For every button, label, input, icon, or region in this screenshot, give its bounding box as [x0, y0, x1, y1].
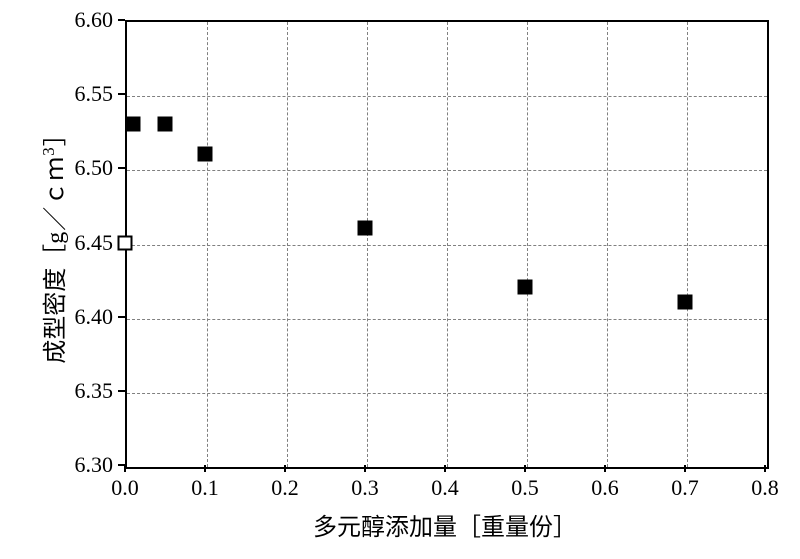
data-point-open [118, 235, 133, 250]
x-tick [284, 465, 286, 472]
grid-line-horizontal [127, 393, 767, 394]
data-point-filled [198, 146, 213, 161]
data-point-filled [158, 116, 173, 131]
x-tick-label: 0.6 [591, 475, 619, 501]
y-axis-unit-cm: ｃｍ [43, 155, 69, 205]
data-point-filled [678, 294, 693, 309]
x-tick-label: 0.1 [191, 475, 219, 501]
y-axis-unit-exp: 3 [39, 146, 58, 155]
y-tick [118, 167, 125, 169]
y-axis-unit-close: ］ [43, 122, 69, 146]
grid-line-horizontal [127, 170, 767, 171]
y-tick [118, 390, 125, 392]
grid-line-horizontal [127, 319, 767, 320]
x-tick [604, 465, 606, 472]
x-tick-label: 0.2 [271, 475, 299, 501]
y-axis-unit-g: g [43, 230, 69, 243]
y-tick-label: 6.35 [75, 378, 114, 404]
y-tick-label: 6.40 [75, 304, 114, 330]
y-axis-unit-open: ［ [43, 243, 69, 267]
x-tick-label: 0.7 [671, 475, 699, 501]
y-axis-label-main: 成型密度 [43, 267, 69, 363]
y-axis-unit-slash: ／ [43, 205, 69, 230]
plot-area [125, 20, 769, 469]
x-tick [444, 465, 446, 472]
x-tick-label: 0.0 [111, 475, 139, 501]
x-tick [124, 465, 126, 472]
y-axis-label: 成型密度［g／ｃｍ3］ [35, 122, 70, 363]
x-tick-label: 0.4 [431, 475, 459, 501]
x-tick [764, 465, 766, 472]
y-tick-label: 6.55 [75, 81, 114, 107]
data-point-filled [358, 220, 373, 235]
y-tick [118, 464, 125, 466]
y-tick [118, 93, 125, 95]
x-tick-label: 0.5 [511, 475, 539, 501]
y-tick-label: 6.50 [75, 155, 114, 181]
y-tick-label: 6.30 [75, 452, 114, 478]
data-point-filled [518, 280, 533, 295]
x-tick [684, 465, 686, 472]
grid-line-horizontal [127, 96, 767, 97]
y-tick [118, 19, 125, 21]
x-tick [204, 465, 206, 472]
x-axis-label: 多元醇添加量［重量份］ [313, 507, 577, 542]
x-tick [524, 465, 526, 472]
scatter-chart: 成型密度［g／ｃｍ3］ 多元醇添加量［重量份］ 0.0 0.1 0.2 0.3 0.4 0… [0, 0, 800, 559]
grid-line-horizontal [127, 245, 767, 246]
x-tick-label: 0.8 [751, 475, 779, 501]
y-tick-label: 6.45 [75, 230, 114, 256]
x-tick [364, 465, 366, 472]
x-tick-label: 0.3 [351, 475, 379, 501]
y-tick-label: 6.60 [75, 7, 114, 33]
y-tick [118, 316, 125, 318]
data-point-filled [126, 116, 141, 131]
